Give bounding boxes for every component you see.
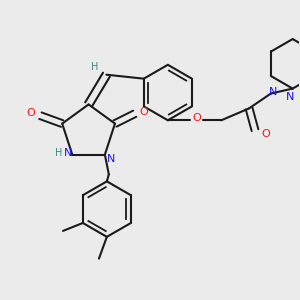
Text: O: O [262, 129, 270, 139]
Text: N: N [64, 148, 73, 158]
Text: N: N [106, 154, 115, 164]
Text: O: O [139, 107, 148, 117]
Text: H: H [91, 62, 98, 72]
Text: H: H [55, 148, 62, 158]
Text: N: N [269, 86, 277, 97]
Text: O: O [26, 108, 35, 118]
Text: N: N [286, 92, 294, 101]
Text: O: O [192, 113, 201, 123]
